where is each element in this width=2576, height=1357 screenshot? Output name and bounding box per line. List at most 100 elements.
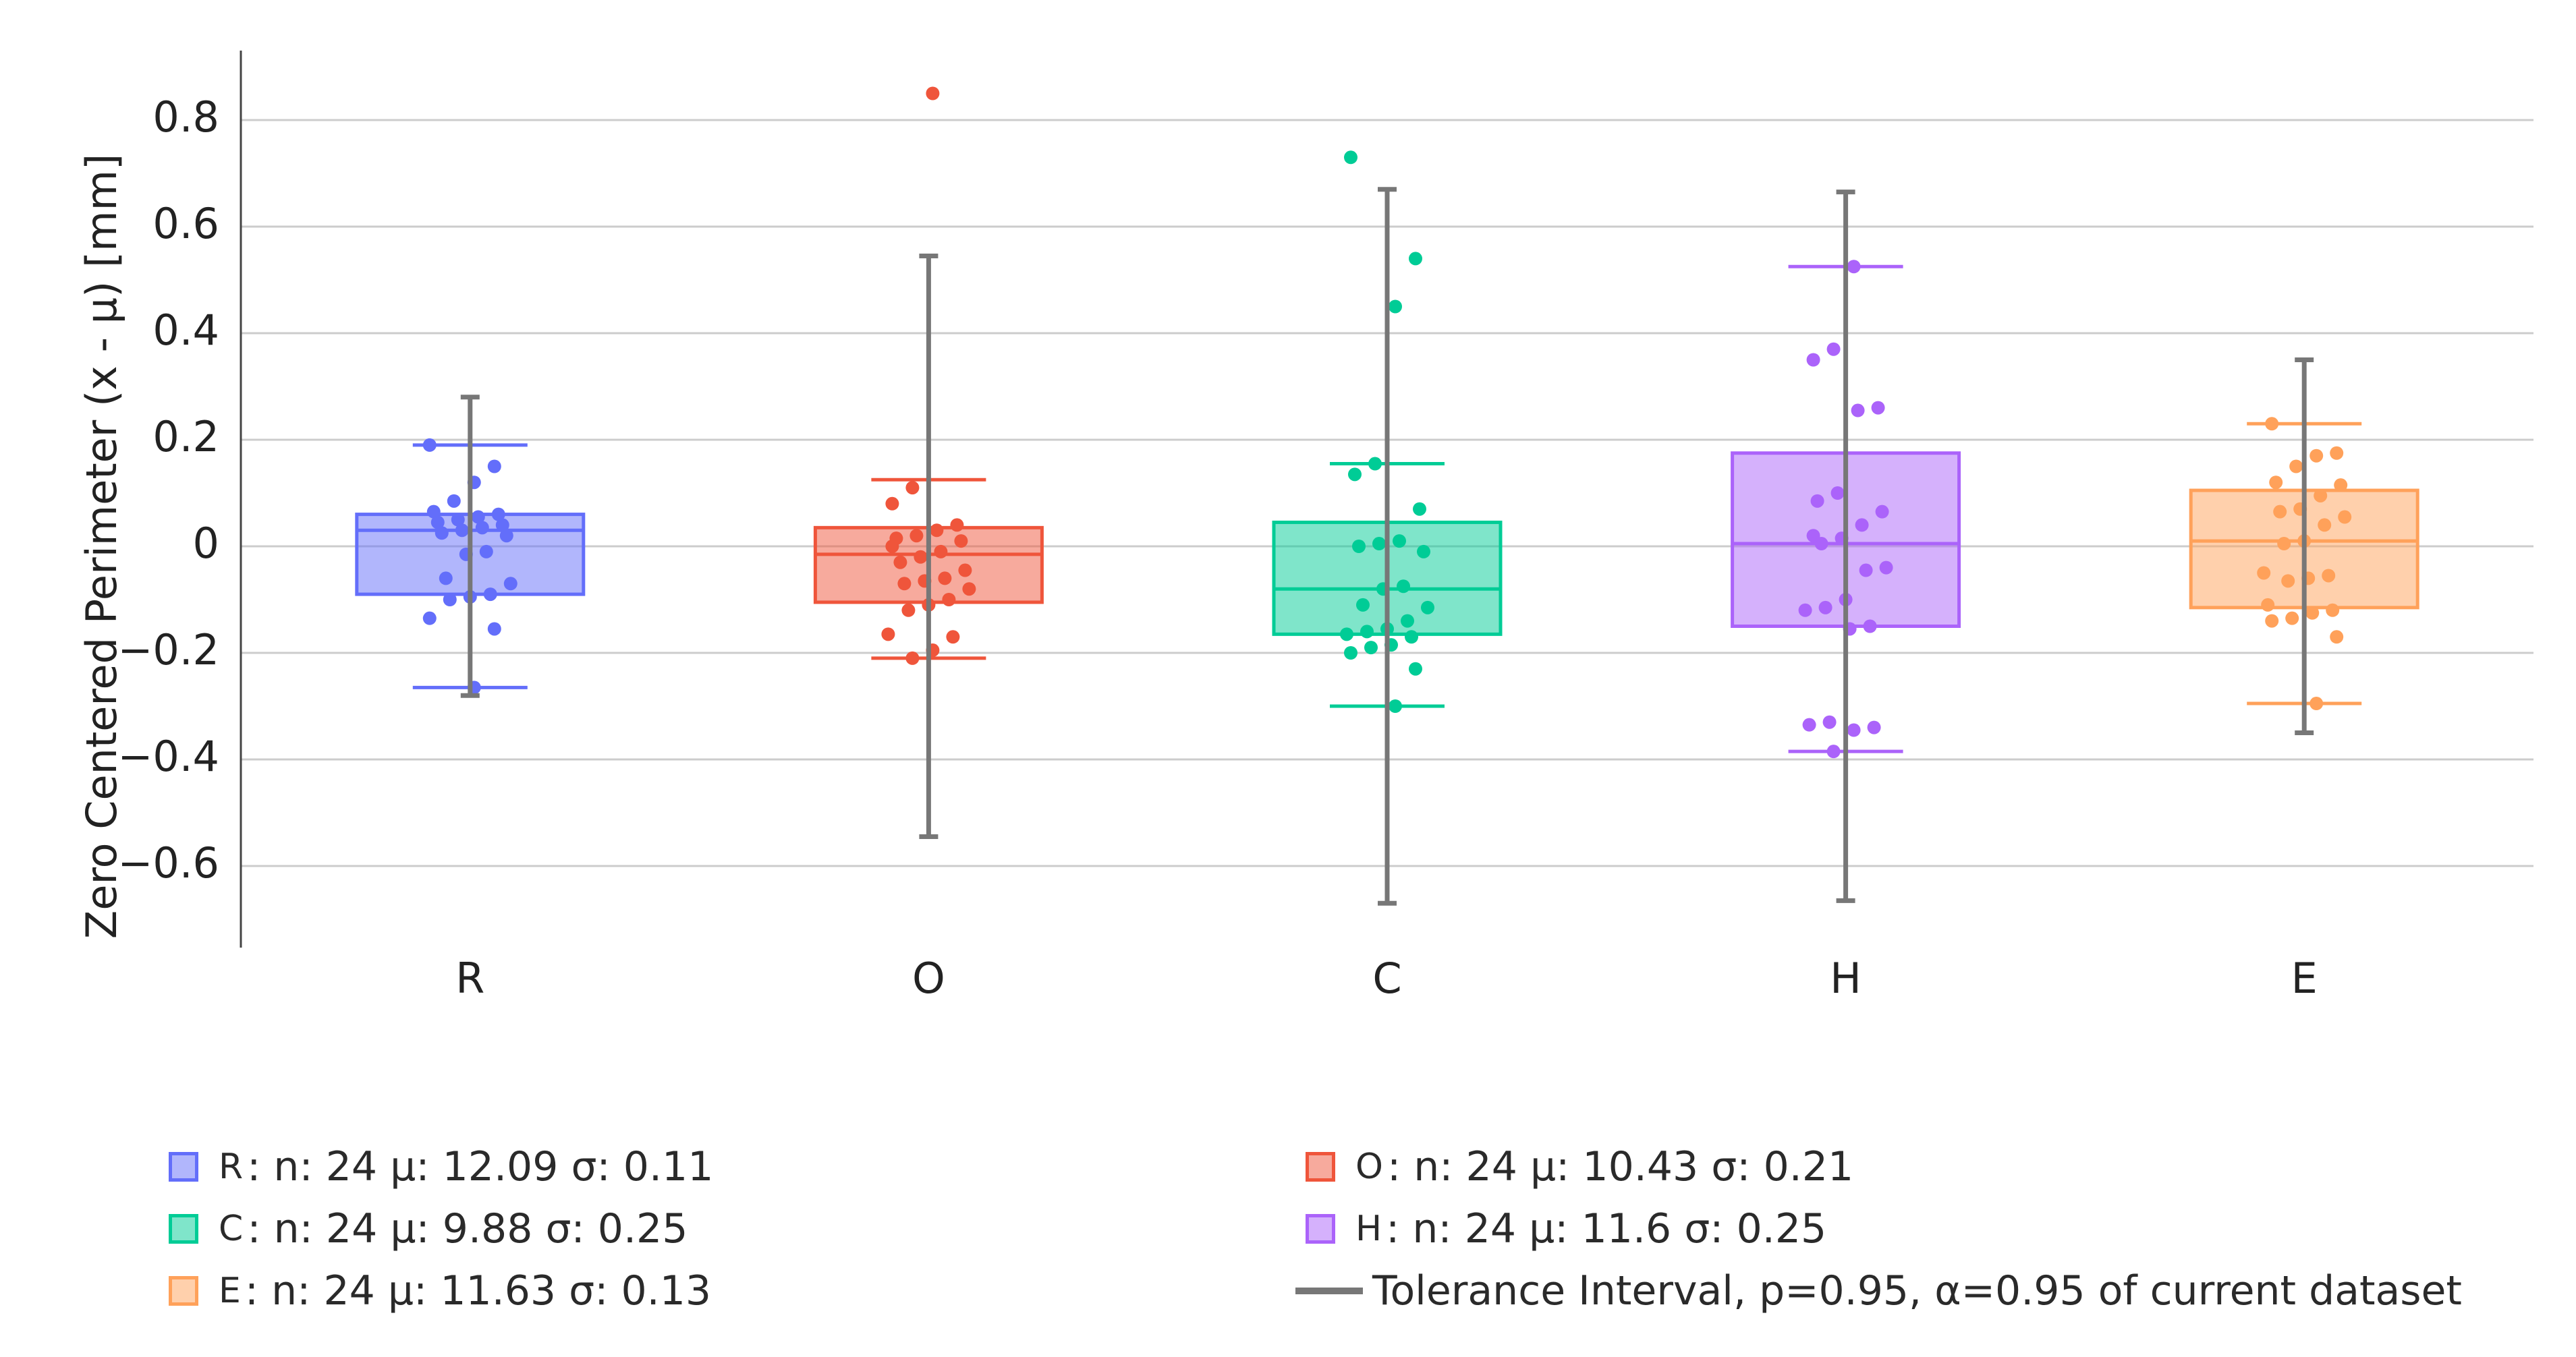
data-point xyxy=(2334,478,2348,492)
legend-item-h[interactable]: H : n: 24 μ: 11.6 σ: 0.25 xyxy=(1306,1202,1826,1256)
data-point xyxy=(2338,510,2352,524)
data-point xyxy=(2318,518,2332,532)
data-point xyxy=(487,622,501,636)
data-point xyxy=(2285,611,2299,625)
data-point xyxy=(2277,537,2291,551)
plot-area xyxy=(355,86,2419,906)
data-point xyxy=(905,651,920,665)
legend-label: C xyxy=(219,1209,244,1249)
series-c xyxy=(1272,150,1503,906)
data-point xyxy=(2309,697,2324,711)
x-tick-label: O xyxy=(912,954,945,1003)
legend-label: O xyxy=(1355,1147,1383,1187)
legend-stats: : n: 24 μ: 11.6 σ: 0.25 xyxy=(1386,1205,1827,1252)
data-point xyxy=(1879,560,1893,575)
y-tick-label: 0 xyxy=(193,519,219,568)
data-point xyxy=(1421,600,1434,614)
data-point xyxy=(426,504,441,519)
data-point xyxy=(1810,494,1824,508)
data-point xyxy=(897,577,912,591)
data-point xyxy=(1867,720,1881,734)
data-point xyxy=(1372,537,1386,551)
data-point xyxy=(455,523,469,538)
data-point xyxy=(2322,569,2336,583)
data-point xyxy=(946,630,960,644)
data-point xyxy=(1826,342,1841,356)
legend-tolerance-text: Tolerance Interval, p=0.95, α=0.95 of cu… xyxy=(1372,1267,2462,1315)
data-point xyxy=(1368,457,1382,471)
tolerance-line-swatch xyxy=(1295,1288,1363,1294)
data-point xyxy=(1806,529,1820,543)
x-tick-label: H xyxy=(1830,954,1861,1003)
legend-swatch-h xyxy=(1306,1214,1335,1244)
data-point xyxy=(926,86,940,100)
data-point xyxy=(909,529,924,543)
data-point xyxy=(1830,486,1845,500)
x-tick-label: E xyxy=(2291,954,2318,1003)
data-point xyxy=(1389,699,1402,713)
data-point xyxy=(2330,446,2344,460)
x-tick-label: C xyxy=(1372,954,1401,1003)
data-point xyxy=(962,582,976,596)
legend-swatch-o xyxy=(1306,1152,1335,1182)
legend-item-r[interactable]: R : n: 24 μ: 12.09 σ: 0.11 xyxy=(169,1140,713,1194)
data-point xyxy=(1826,745,1841,759)
data-point xyxy=(934,544,948,558)
data-point xyxy=(885,496,899,511)
y-tick-label: −0.6 xyxy=(117,838,219,888)
data-point xyxy=(439,571,453,585)
data-point xyxy=(942,593,956,606)
data-point xyxy=(1348,467,1362,482)
data-point xyxy=(2289,459,2303,473)
data-point xyxy=(1397,579,1410,594)
data-point xyxy=(479,544,493,558)
data-point xyxy=(1847,260,1861,274)
legend-item-c[interactable]: C : n: 24 μ: 9.88 σ: 0.25 xyxy=(169,1202,688,1256)
data-point xyxy=(881,627,895,641)
y-tick-label: 0.4 xyxy=(152,306,219,355)
data-point xyxy=(499,529,513,543)
data-point xyxy=(958,563,972,577)
y-tick-label: −0.2 xyxy=(117,625,219,674)
x-tick-label: R xyxy=(455,954,484,1003)
series-h xyxy=(1731,190,1961,903)
data-point xyxy=(1871,401,1885,415)
y-axis-label: Zero Centered Perimeter (x - μ) [mm] xyxy=(77,154,126,939)
legend-item-e[interactable]: E : n: 24 μ: 11.63 σ: 0.13 xyxy=(169,1264,711,1318)
data-point xyxy=(938,571,952,585)
data-point xyxy=(1401,614,1414,628)
data-point xyxy=(1859,563,1873,577)
data-point xyxy=(2330,630,2344,644)
y-tick-label: −0.4 xyxy=(117,732,219,781)
data-point xyxy=(2269,475,2283,490)
data-point xyxy=(471,510,485,524)
data-point xyxy=(950,518,964,532)
data-point xyxy=(1855,518,1869,532)
legend-swatch-r xyxy=(169,1152,198,1182)
data-point xyxy=(483,587,497,602)
data-point xyxy=(1360,625,1374,639)
data-point xyxy=(1822,715,1837,729)
legend-item-o[interactable]: O : n: 24 μ: 10.43 σ: 0.21 xyxy=(1306,1140,1853,1194)
data-point xyxy=(1863,619,1877,633)
data-point xyxy=(2309,449,2324,463)
data-point xyxy=(1851,403,1865,417)
data-point xyxy=(1389,299,1402,314)
data-point xyxy=(1393,534,1406,548)
data-point xyxy=(430,515,445,529)
data-point xyxy=(1417,544,1430,558)
legend-label: H xyxy=(1355,1209,1382,1249)
legend-item-tolerance[interactable]: Tolerance Interval, p=0.95, α=0.95 of cu… xyxy=(1295,1264,2462,1318)
series-o xyxy=(813,86,1044,840)
data-point xyxy=(1356,598,1370,612)
data-point xyxy=(1847,723,1861,737)
data-point xyxy=(905,481,920,495)
data-point xyxy=(2257,566,2271,580)
data-point xyxy=(447,494,461,508)
data-point xyxy=(422,611,437,625)
data-point xyxy=(1405,630,1418,644)
data-point xyxy=(1409,252,1422,266)
legend: R : n: 24 μ: 12.09 σ: 0.11 O : n: 24 μ: … xyxy=(169,1140,2463,1342)
data-point xyxy=(1409,662,1422,676)
